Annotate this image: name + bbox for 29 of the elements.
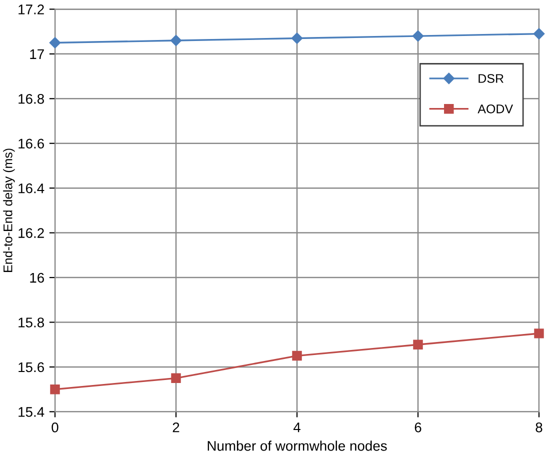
y-tick-label: 16.2 bbox=[18, 228, 44, 238]
x-tick-label: 2 bbox=[172, 422, 180, 432]
y-tick-label: 17 bbox=[30, 49, 44, 59]
point bbox=[291, 32, 303, 44]
x-tick-label: 8 bbox=[536, 422, 542, 432]
x-axis-title: Number of wormwhole nodes bbox=[208, 440, 387, 451]
y-tick-label: 16.6 bbox=[18, 138, 44, 149]
point bbox=[170, 34, 182, 46]
point bbox=[292, 350, 302, 361]
y-tick-label: 16.4 bbox=[18, 183, 44, 194]
y-tick-label: 17.2 bbox=[18, 4, 44, 14]
y-tick-label: 15.6 bbox=[18, 362, 44, 372]
y-tick-label: 15.8 bbox=[18, 318, 44, 328]
legend-label: AODV bbox=[478, 104, 514, 114]
point bbox=[534, 328, 544, 338]
x-tick-label: 4 bbox=[293, 422, 300, 432]
y-tick-label: 15.4 bbox=[18, 407, 44, 417]
point bbox=[49, 37, 61, 48]
point bbox=[413, 340, 423, 350]
x-tick-label: 0 bbox=[52, 422, 58, 432]
legend-label: DSR bbox=[478, 74, 504, 83]
x-tick-label: 6 bbox=[414, 422, 422, 432]
y-tick-label: 16.8 bbox=[18, 94, 44, 104]
point bbox=[412, 30, 424, 42]
point bbox=[50, 384, 60, 394]
y-axis-title: End-to-End delay (ms) bbox=[3, 148, 15, 272]
y-tick-label: 16 bbox=[30, 272, 44, 283]
point bbox=[171, 373, 181, 384]
point bbox=[533, 28, 545, 40]
